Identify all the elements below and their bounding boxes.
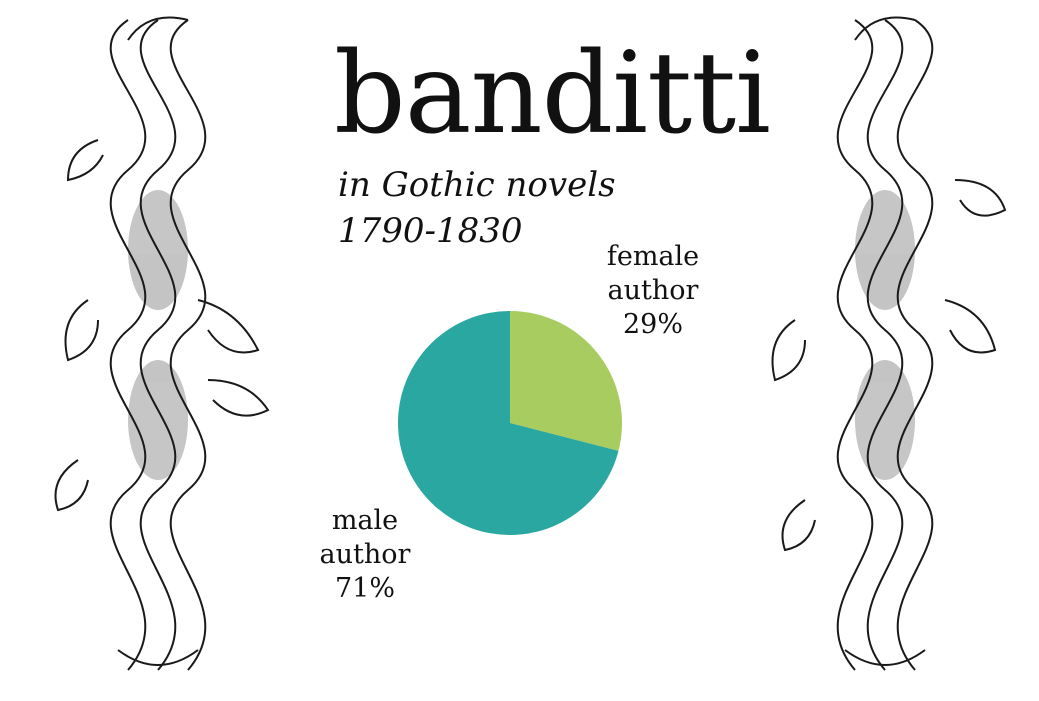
scroll-ornament-icon bbox=[54, 16, 270, 671]
subtitle-line-2: 1790-1830 bbox=[338, 211, 523, 251]
pie-chart bbox=[395, 308, 625, 538]
slice-label-female-line1: female bbox=[606, 241, 700, 272]
scroll-ornament-right bbox=[735, 0, 1035, 697]
pie-slice-female-author bbox=[510, 311, 622, 451]
subtitle-line-1: in Gothic novels bbox=[338, 165, 616, 205]
slice-label-female-line2: author bbox=[607, 275, 699, 306]
scroll-ornament-left bbox=[8, 0, 308, 697]
slice-label-male-value: 71% bbox=[334, 573, 395, 604]
slice-label-male: male author 71% bbox=[305, 504, 425, 606]
scroll-ornament-icon bbox=[771, 16, 1007, 671]
pie-slice-male-author bbox=[398, 311, 619, 535]
page-title: banditti bbox=[334, 29, 771, 159]
slice-label-female-value: 29% bbox=[622, 309, 683, 340]
slice-label-female: female author 29% bbox=[588, 240, 718, 342]
slice-label-male-line1: male bbox=[331, 505, 399, 536]
page-subtitle: in Gothic novels 1790-1830 bbox=[338, 162, 616, 254]
pie-chart-svg bbox=[398, 311, 622, 535]
slice-label-male-line2: author bbox=[319, 539, 411, 570]
